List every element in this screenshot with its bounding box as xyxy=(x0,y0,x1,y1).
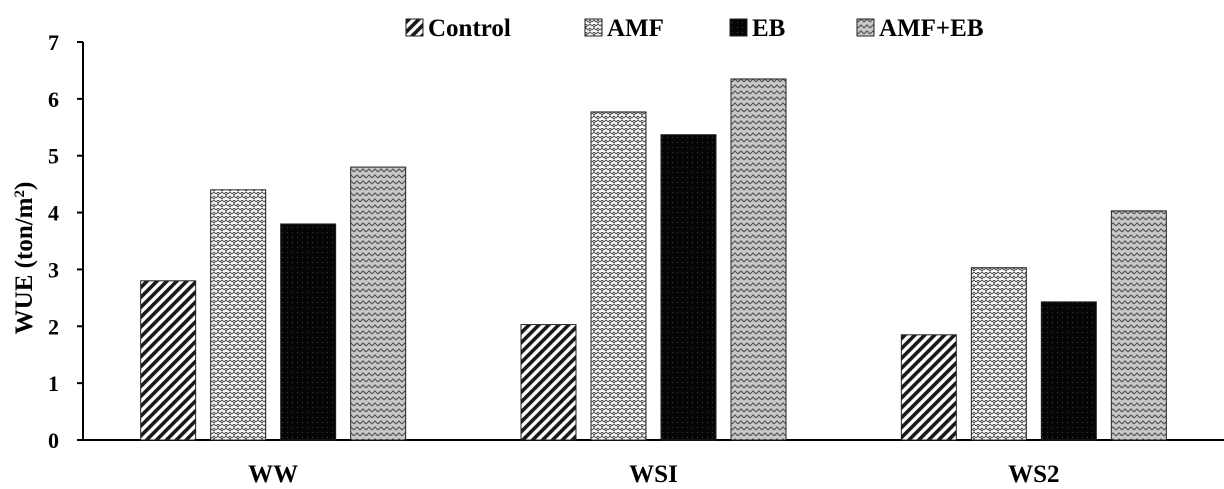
bar-eb-wsi xyxy=(660,134,717,441)
bar-control-wsi xyxy=(520,324,577,441)
y-tick-label: 2 xyxy=(48,314,59,339)
legend-swatch xyxy=(856,18,875,37)
bar-amf-eb-ws2 xyxy=(1110,210,1167,441)
y-tick-label: 7 xyxy=(48,30,59,55)
legend: Control AMF EB AMF+EB xyxy=(405,15,984,42)
bars xyxy=(140,78,1167,441)
y-tick-label: 1 xyxy=(48,371,59,396)
y-ticks: 0 1 2 3 4 5 6 7 xyxy=(48,30,83,453)
y-tick-label: 5 xyxy=(48,144,59,169)
bar-amf-ww xyxy=(210,189,267,441)
bar-amf-ws2 xyxy=(970,267,1027,441)
y-tick-label: 4 xyxy=(48,201,59,226)
legend-swatch xyxy=(405,18,424,37)
legend-label: Control xyxy=(428,15,511,42)
legend-swatch xyxy=(729,18,748,37)
bar-amf-eb-wsi xyxy=(730,78,787,441)
y-tick-label: 0 xyxy=(48,428,59,453)
legend-label: AMF+EB xyxy=(879,15,984,42)
bar-amf-eb-ww xyxy=(350,166,407,441)
x-category-label: WSI xyxy=(629,461,678,488)
x-category-label: WS2 xyxy=(1008,461,1059,488)
bar-control-ww xyxy=(140,280,197,441)
y-tick-label: 6 xyxy=(48,87,59,112)
bar-eb-ww xyxy=(280,223,337,441)
bar-eb-ws2 xyxy=(1040,301,1097,441)
bar-control-ws2 xyxy=(900,334,957,441)
y-tick-label: 3 xyxy=(48,257,59,282)
legend-swatch xyxy=(584,18,603,37)
x-category-label: WW xyxy=(248,461,298,488)
legend-label: AMF xyxy=(607,15,664,42)
category-labels: WW WSI WS2 xyxy=(248,461,1059,488)
bar-amf-wsi xyxy=(590,111,647,441)
legend-label: EB xyxy=(752,15,785,42)
y-axis-title: WUE (ton/m2) xyxy=(11,182,38,335)
